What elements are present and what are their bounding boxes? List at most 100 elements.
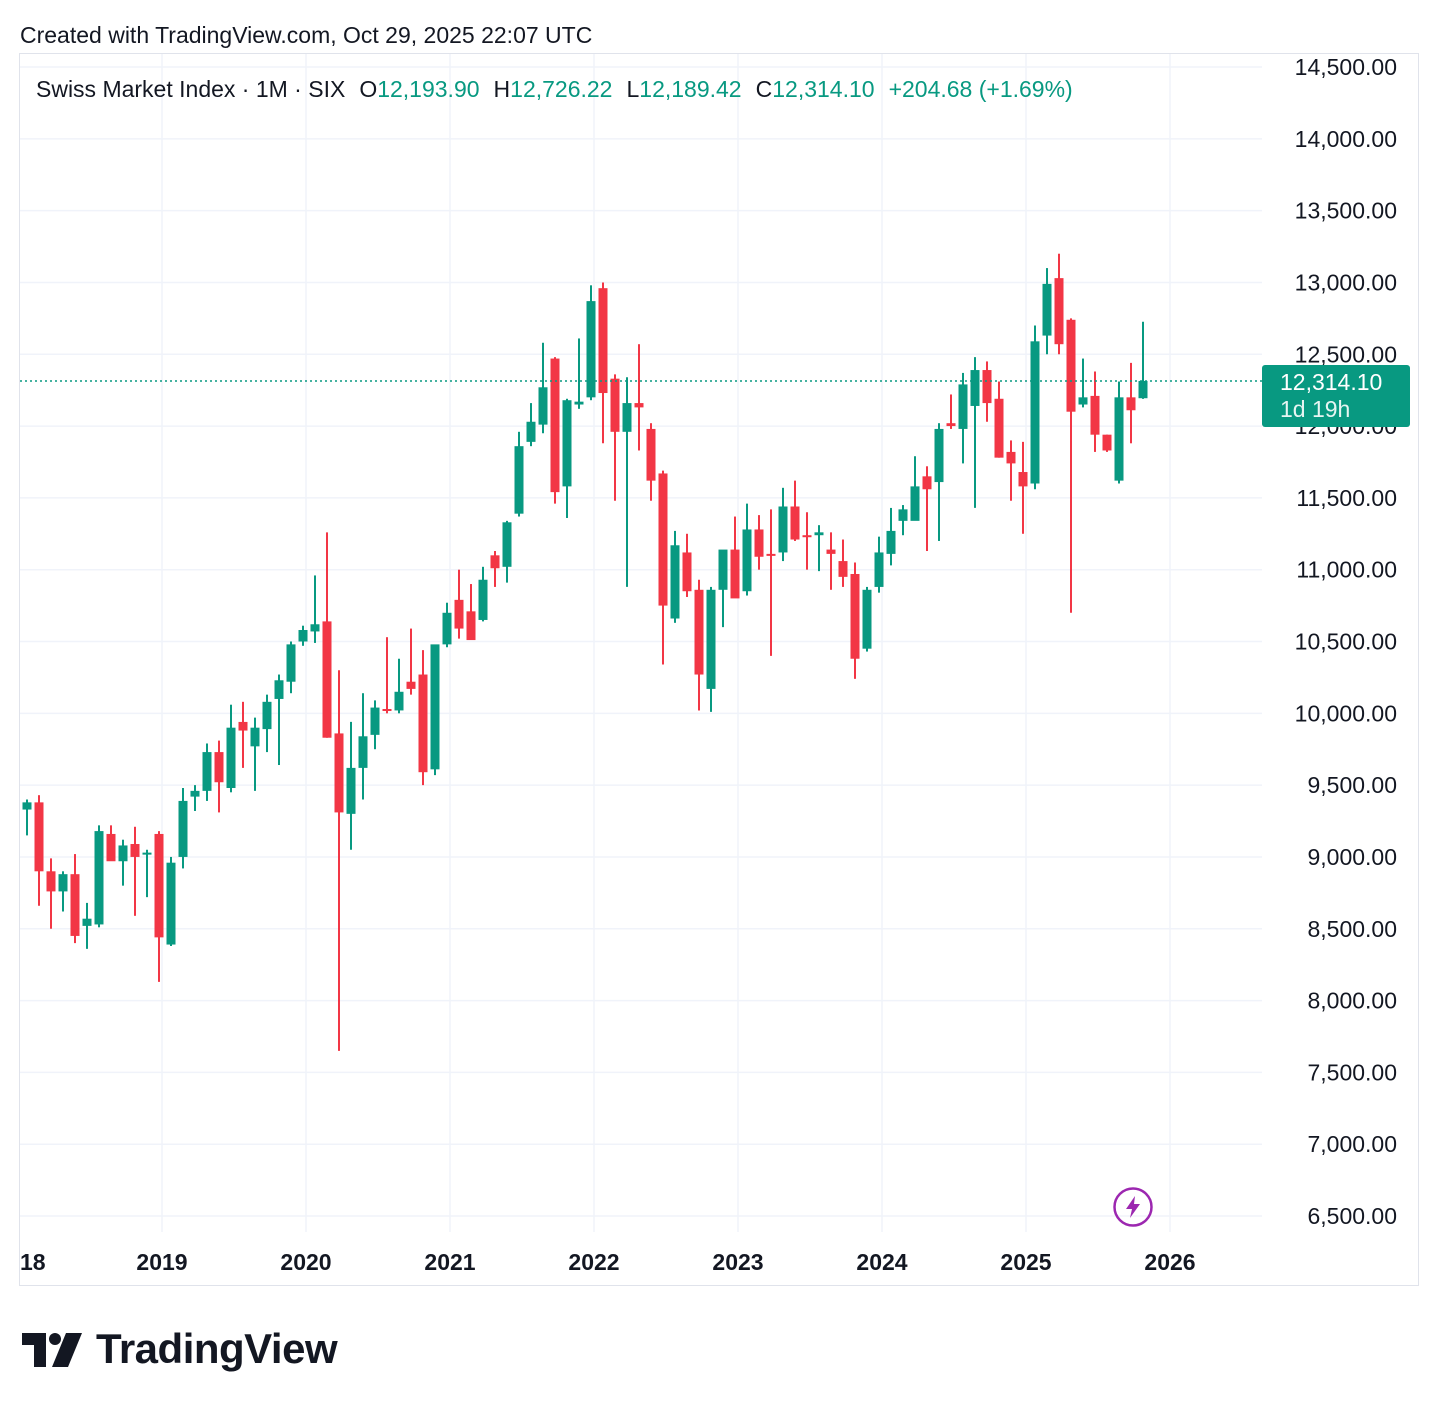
candle-body [598, 288, 608, 394]
candle [466, 584, 476, 641]
time-tick-label: 2026 [1144, 1249, 1195, 1275]
low-value: 12,189.42 [639, 76, 742, 102]
candle [358, 693, 368, 800]
candle [634, 344, 644, 451]
candle-body [814, 532, 824, 536]
symbol-name[interactable]: Swiss Market Index · 1M · SIX [36, 76, 346, 102]
candle [778, 487, 788, 562]
candle [886, 507, 896, 566]
price-axis: 14,500.00 14,000.00 13,500.00 13,000.00 12,5… [1295, 54, 1397, 1229]
candle [814, 525, 824, 572]
candle-body [262, 701, 272, 730]
candle-body [1126, 397, 1136, 411]
candle [862, 586, 872, 652]
candle-body [682, 552, 692, 592]
candle [478, 566, 488, 622]
candle-body [514, 446, 524, 514]
candle-body [718, 549, 728, 590]
candle-body [874, 552, 884, 587]
candle [94, 825, 104, 928]
candle-body [562, 400, 572, 487]
candle-body [58, 874, 68, 892]
price-tick-label: 14,000.00 [1295, 126, 1397, 152]
time-tick-label: 18 [20, 1249, 46, 1275]
candle [310, 575, 320, 643]
candle [598, 282, 608, 444]
last-price-value: 12,314.10 [1280, 369, 1383, 395]
candle [118, 839, 128, 886]
candle-body [646, 428, 656, 481]
candle-body [1066, 319, 1076, 412]
candle [1114, 381, 1124, 484]
candle [658, 470, 668, 665]
candle [766, 509, 776, 656]
candle-body [1090, 395, 1100, 435]
candle [646, 423, 656, 501]
candle-body [178, 800, 188, 857]
candle-body [358, 736, 368, 768]
candle [742, 503, 752, 596]
candle [22, 799, 32, 836]
time-tick-label: 2023 [712, 1249, 763, 1275]
candle [526, 403, 536, 447]
candle [394, 658, 404, 714]
candle [1090, 371, 1100, 452]
candle-body [490, 555, 500, 569]
candle-body [1078, 397, 1088, 405]
candle [1054, 253, 1064, 355]
low-label: L [626, 76, 640, 102]
chart-frame [19, 53, 1419, 1286]
candle [910, 456, 920, 521]
candle [982, 361, 992, 422]
price-tick-label: 13,000.00 [1295, 269, 1397, 295]
price-tick-label: 12,500.00 [1295, 341, 1397, 367]
candle-body [370, 707, 380, 735]
candlestick-chart[interactable]: 14,500.00 14,000.00 13,500.00 13,000.00 12,5… [0, 0, 1440, 1300]
candle-body [526, 421, 536, 442]
candle [490, 551, 500, 587]
lightning-bolt-icon[interactable] [1113, 1187, 1153, 1227]
candle [502, 520, 512, 583]
candle [850, 562, 860, 679]
candle-body [1042, 283, 1052, 336]
candle [874, 536, 884, 593]
candle-body [1018, 472, 1028, 487]
candle-body [454, 599, 464, 629]
candle [70, 854, 80, 944]
candle-body [226, 727, 236, 788]
bar-countdown: 1d 19h [1280, 396, 1351, 422]
candle-body [586, 301, 596, 398]
candle [430, 644, 440, 776]
candle-body [1054, 278, 1064, 345]
candle [1042, 268, 1052, 355]
candle [934, 423, 944, 541]
candle-body [1006, 451, 1016, 464]
candle [106, 825, 116, 862]
candle-body [46, 871, 56, 892]
candle-body [106, 833, 116, 862]
candle [610, 374, 620, 501]
candle-body [130, 844, 140, 857]
grid-lines [20, 54, 1262, 1232]
candle [730, 516, 740, 599]
candle [346, 721, 356, 850]
candle-body [970, 370, 980, 406]
candle [562, 398, 572, 518]
candle [262, 694, 272, 753]
change-value: +204.68 (+1.69%) [888, 76, 1073, 102]
candle [82, 902, 92, 949]
tradingview-logo[interactable]: TradingView [22, 1325, 338, 1373]
candle-body [766, 553, 776, 556]
candle-body [250, 727, 260, 747]
candle-body [394, 691, 404, 711]
candle-body [1102, 434, 1112, 451]
candle-body [22, 802, 32, 810]
candle [238, 701, 248, 768]
high-value: 12,726.22 [510, 76, 613, 102]
candle-body [1030, 341, 1040, 484]
candle-body [754, 529, 764, 557]
candle-body [622, 403, 632, 432]
candle-body [670, 545, 680, 619]
price-tick-label: 7,000.00 [1307, 1131, 1397, 1157]
candle [826, 532, 836, 590]
